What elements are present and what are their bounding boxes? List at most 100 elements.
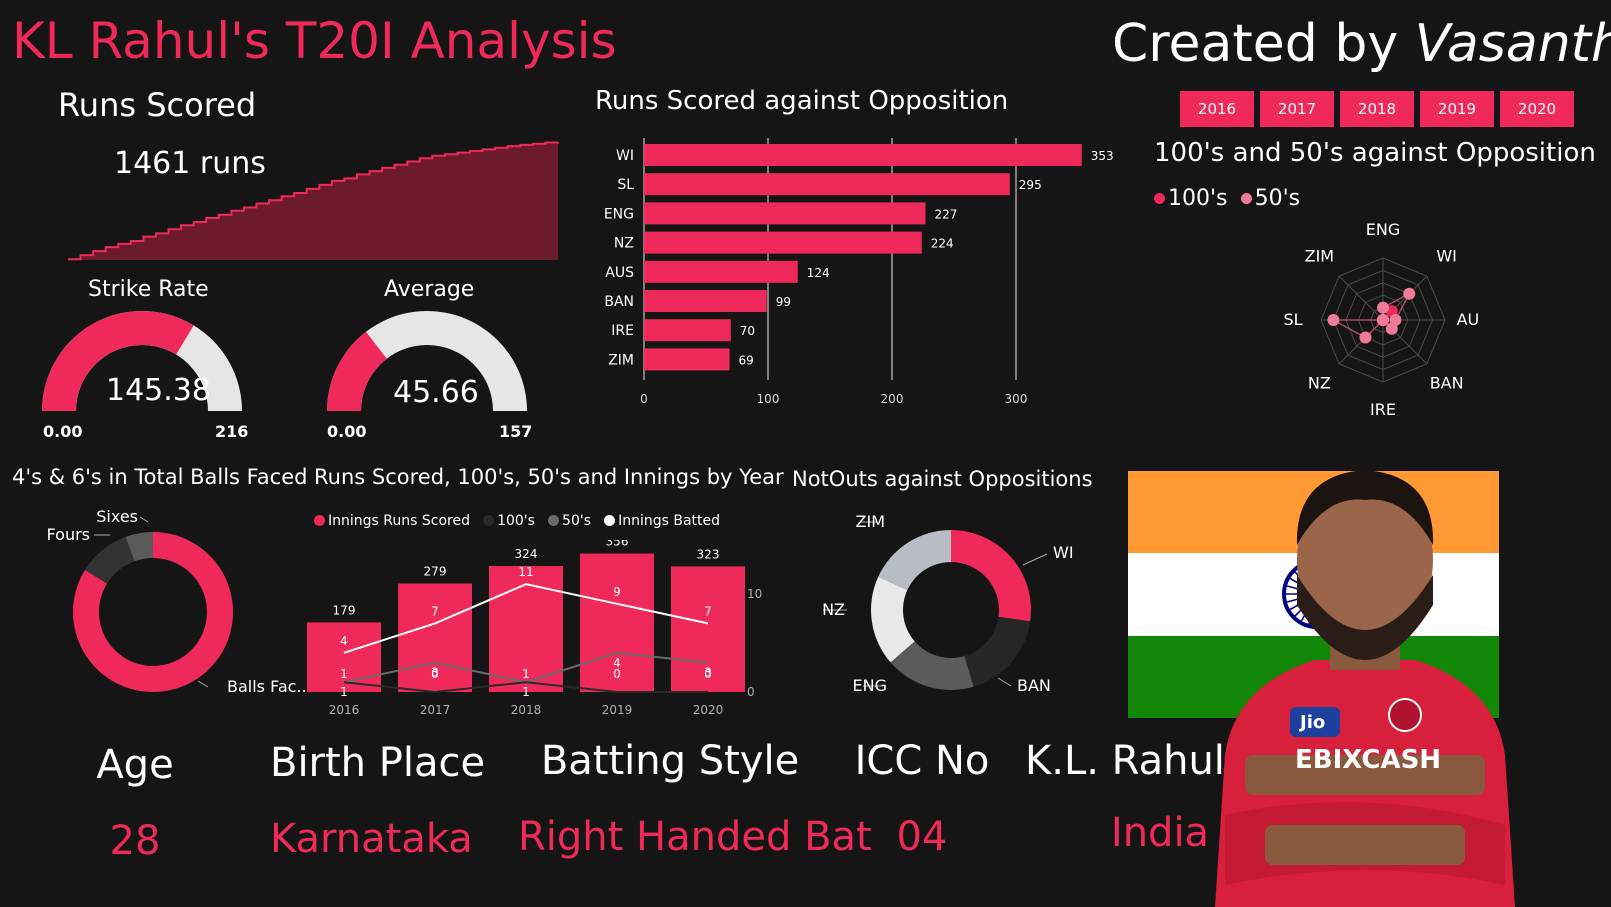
donut-leader-line <box>997 677 1012 687</box>
year-filter-2018[interactable]: 2018 <box>1340 91 1416 127</box>
year-series-value-label: 4 <box>613 656 621 670</box>
donut-label: Balls Fac... <box>227 677 312 696</box>
year-series-value-label: 1 <box>340 667 348 681</box>
radar-axis-line <box>1338 275 1384 321</box>
year-runs-bar <box>489 566 563 692</box>
secondary-axis-tick: 10 <box>747 587 762 601</box>
year-filter-2020[interactable]: 2020 <box>1500 91 1576 127</box>
year-series-value-label: 1 <box>340 685 348 699</box>
bar-x-tick: 0 <box>640 392 648 406</box>
radar-axis-label: SL <box>1283 310 1302 329</box>
average-min: 0.00 <box>327 422 367 441</box>
bar-x-tick: 200 <box>881 392 904 406</box>
radar-axis-label: NZ <box>1308 374 1331 393</box>
year-filter-2016[interactable]: 2016 <box>1180 91 1256 127</box>
opposition-bar <box>644 231 922 254</box>
donut-slice <box>125 532 153 562</box>
legend-100s-label: 100's <box>497 512 535 529</box>
year-series-line <box>343 583 709 654</box>
bar-category-label: AUS <box>605 265 634 281</box>
radar-legend-100s-label: 100's <box>1168 186 1228 211</box>
radar-point <box>1385 322 1398 335</box>
country-value: India <box>1110 810 1210 856</box>
year-filter-2019[interactable]: 2019 <box>1420 91 1496 127</box>
year-series-value-label: 9 <box>613 585 621 599</box>
average-max: 157 <box>499 422 533 441</box>
cumulative-runs-chart <box>68 141 559 261</box>
player-name-label: K.L. Rahul <box>1025 738 1225 784</box>
legend-50s-label: 50's <box>562 512 591 529</box>
birth-place-value: Karnataka <box>270 816 473 862</box>
opposition-bar <box>644 348 730 371</box>
radar-legend-50s-label: 50's <box>1254 186 1301 211</box>
secondary-axis-tick: 0 <box>747 685 755 699</box>
bar-value-label: 227 <box>934 207 957 221</box>
credit-text: Created by Vasanth P <box>1112 14 1611 74</box>
year-axis-label: 2020 <box>693 703 724 715</box>
donut-slice <box>72 532 233 692</box>
credit-prefix: Created by <box>1112 14 1415 74</box>
year-filter-2017[interactable]: 2017 <box>1260 91 1336 127</box>
legend-dot <box>1240 193 1252 204</box>
radar-point <box>1377 314 1389 326</box>
year-series-value-label: 3 <box>704 666 712 680</box>
donut-label: WI <box>1053 543 1074 562</box>
bar-category-label: SL <box>617 177 634 193</box>
icc-no-label: ICC No <box>854 738 990 784</box>
credit-author: Vasanth P <box>1414 14 1611 74</box>
strike-rate-max: 216 <box>215 422 249 441</box>
donut-label: Fours <box>47 525 90 544</box>
radar-legend-100s: 100's <box>1154 186 1228 211</box>
radar-axis-label: ZIM <box>1305 246 1334 265</box>
cumulative-runs-area <box>68 142 558 260</box>
opposition-bar <box>644 319 731 342</box>
runs-by-year-chart: 1792016279201732420183562019323202047119… <box>307 540 762 715</box>
legend-dot <box>548 515 560 526</box>
bar-value-label: 295 <box>1019 178 1042 192</box>
radar-axis-label: ENG <box>1366 220 1400 239</box>
legend-dot <box>604 515 616 526</box>
average-gauge <box>327 311 527 411</box>
year-series-value-label: 1 <box>522 685 530 699</box>
donut-label: ENG <box>853 676 887 695</box>
bar-category-label: WI <box>616 148 634 164</box>
donut-label: BAN <box>1017 676 1051 695</box>
donut-slice <box>964 616 1031 687</box>
svg-text:Jio: Jio <box>1298 712 1325 733</box>
strike-rate-value: 145.38 <box>106 373 211 408</box>
notouts-title: NotOuts against Oppositions <box>792 467 1093 491</box>
legend-100s: 100's <box>483 513 535 529</box>
strike-rate-gauge-fill <box>42 311 194 411</box>
radar-axis-label: WI <box>1436 246 1457 265</box>
year-runs-bar <box>307 622 381 692</box>
year-series-value-label: 7 <box>431 604 439 618</box>
cumulative-runs-line <box>68 141 559 261</box>
year-series-value-label: 4 <box>340 634 348 648</box>
bar-category-label: BAN <box>604 294 634 310</box>
average-title: Average <box>384 277 475 302</box>
strike-rate-title: Strike Rate <box>88 277 209 302</box>
year-axis-label: 2018 <box>511 703 542 715</box>
runs-vs-opposition-chart: 0 100 200 300 WI 353 SL 295 ENG 227 NZ 224 AUS 124 BAN… <box>604 138 1114 406</box>
bar-category-label: ENG <box>604 206 634 222</box>
bar-value-label: 99 <box>776 295 791 309</box>
dashboard-title: KL Rahul's T20I Analysis <box>12 12 617 70</box>
notouts-donut-chart: WI BAN ENG NZ ZIM <box>822 512 1074 695</box>
donut-leader-line <box>139 516 149 523</box>
radar-legend-50s: 50's <box>1240 186 1301 211</box>
year-runs-label: 279 <box>424 565 447 579</box>
legend-innings-batted: Innings Batted <box>604 513 720 529</box>
opposition-bar <box>644 202 926 225</box>
year-axis-label: 2017 <box>420 703 451 715</box>
opposition-bar-title: Runs Scored against Opposition <box>595 86 1009 116</box>
bar-value-label: 353 <box>1091 149 1114 163</box>
runs-card-title: Runs Scored <box>58 86 257 124</box>
batting-style-label: Batting Style <box>540 738 800 784</box>
legend-innings-runs: Innings Runs Scored <box>314 513 470 529</box>
year-runs-label: 324 <box>515 547 538 561</box>
batting-style-value: Right Handed Bat <box>518 814 872 860</box>
bar-category-label: IRE <box>611 323 634 339</box>
donut-label: NZ <box>822 600 845 619</box>
radar-point <box>1327 314 1340 326</box>
bar-value-label: 224 <box>931 237 954 251</box>
